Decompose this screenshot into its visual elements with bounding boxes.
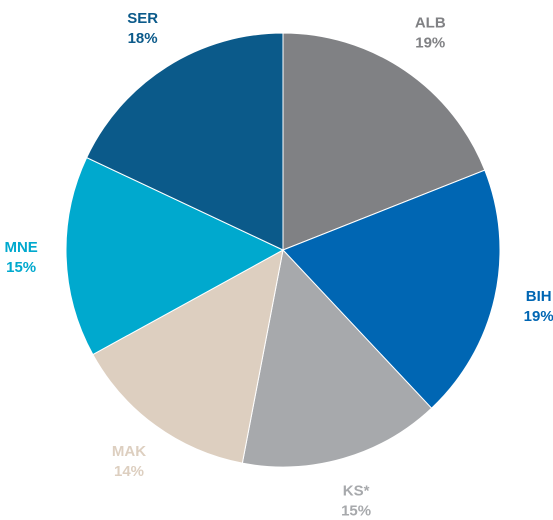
pie-slice <box>92 249 284 464</box>
slice-value-label: 19% <box>524 308 553 325</box>
pie-slice <box>282 169 501 409</box>
slice-label: MAK <box>112 443 146 460</box>
pie-slice <box>241 248 433 468</box>
slice-value-label: 19% <box>415 34 445 51</box>
pie-slice <box>282 32 486 251</box>
pie-slice <box>85 32 284 251</box>
slice-label: KS* <box>343 483 370 500</box>
slice-value-label: 15% <box>341 503 371 520</box>
pie-slice <box>65 156 285 356</box>
slice-label: BIH <box>526 288 552 305</box>
slice-label: MNE <box>4 239 37 256</box>
slice-value-label: 15% <box>6 259 36 276</box>
slice-value-label: 18% <box>128 30 158 47</box>
slice-label: SER <box>127 10 158 27</box>
slice-label: ALB <box>415 14 446 31</box>
slice-value-label: 14% <box>114 463 144 480</box>
